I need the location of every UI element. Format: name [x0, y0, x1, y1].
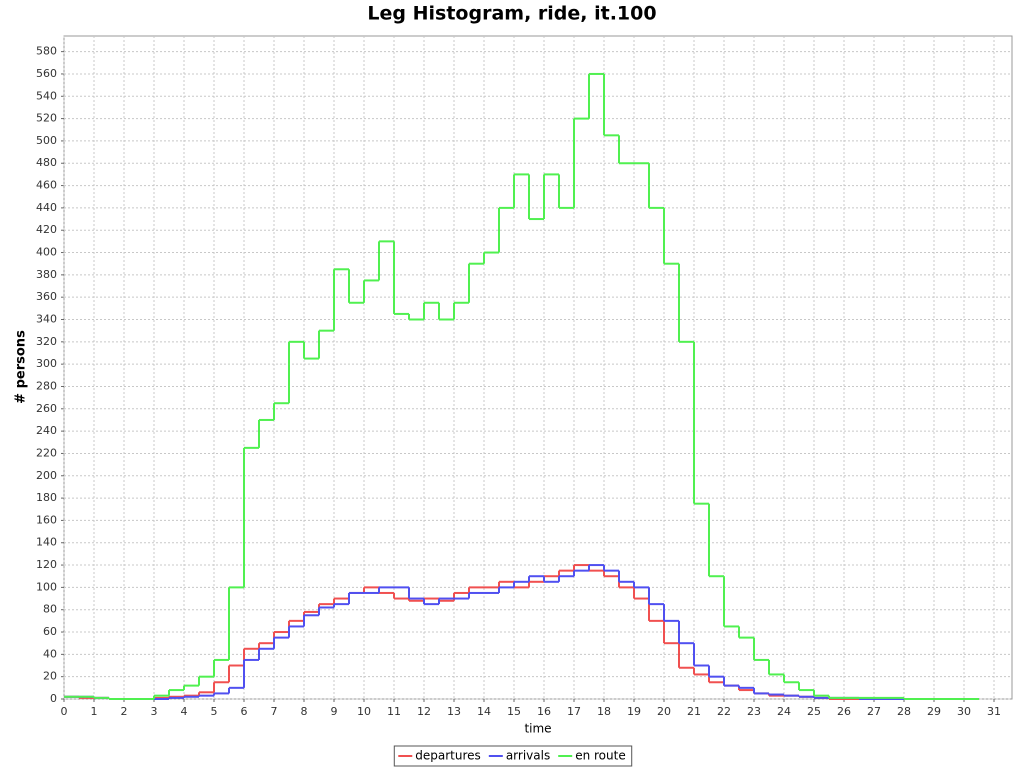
y-tick-label: 320	[36, 335, 57, 348]
x-tick-label: 20	[657, 705, 671, 718]
chart-title: Leg Histogram, ride, it.100	[367, 3, 656, 25]
x-tick-label: 24	[777, 705, 791, 718]
y-tick-label: 460	[36, 179, 57, 192]
x-tick-label: 11	[387, 705, 401, 718]
y-tick-label: 300	[36, 357, 57, 370]
legend-box	[393, 745, 633, 767]
x-tick-label: 0	[61, 705, 68, 718]
x-tick-label: 10	[357, 705, 371, 718]
y-tick-label: 200	[36, 469, 57, 482]
y-tick-label: 280	[36, 379, 57, 392]
x-tick-label: 3	[151, 705, 158, 718]
y-tick-label: 500	[36, 134, 57, 147]
x-tick-label: 17	[567, 705, 581, 718]
series-line	[64, 564, 979, 700]
y-tick-label: 560	[36, 67, 57, 80]
y-tick-label: 40	[43, 647, 57, 660]
x-tick-label: 23	[747, 705, 761, 718]
x-tick-label: 14	[477, 705, 491, 718]
y-tick-label: 80	[43, 603, 57, 616]
x-tick-label: 7	[271, 705, 278, 718]
y-tick-label: 580	[36, 45, 57, 58]
y-tick-label: 260	[36, 402, 57, 415]
x-tick-label: 18	[597, 705, 611, 718]
x-tick-label: 28	[897, 705, 911, 718]
x-tick-label: 31	[987, 705, 1001, 718]
x-tick-label: 6	[241, 705, 248, 718]
x-tick-label: 12	[417, 705, 431, 718]
y-tick-label: 420	[36, 223, 57, 236]
x-tick-label: 1	[91, 705, 98, 718]
x-tick-label: 29	[927, 705, 941, 718]
x-tick-label: 15	[507, 705, 521, 718]
y-tick-label: 120	[36, 558, 57, 571]
y-tick-label: 540	[36, 89, 57, 102]
legend: departures arrivals en route	[393, 745, 633, 767]
y-axis-label: # persons	[14, 330, 29, 404]
y-tick-label: 400	[36, 246, 57, 259]
y-tick-label: 60	[43, 625, 57, 638]
x-tick-label: 21	[687, 705, 701, 718]
y-tick-label: 520	[36, 112, 57, 125]
y-tick-label: 0	[50, 692, 57, 705]
y-tick-label: 220	[36, 446, 57, 459]
y-tick-label: 140	[36, 536, 57, 549]
y-tick-label: 160	[36, 513, 57, 526]
x-tick-label: 4	[181, 705, 188, 718]
x-tick-label: 5	[211, 705, 218, 718]
x-tick-label: 19	[627, 705, 641, 718]
series-line	[64, 72, 979, 700]
y-tick-label: 380	[36, 268, 57, 281]
x-tick-label: 16	[537, 705, 551, 718]
y-tick-label: 340	[36, 313, 57, 326]
x-tick-label: 30	[957, 705, 971, 718]
y-tick-label: 240	[36, 424, 57, 437]
legend-label: en route	[575, 749, 626, 763]
y-tick-label: 360	[36, 290, 57, 303]
x-tick-label: 13	[447, 705, 461, 718]
plot-area	[63, 35, 1013, 700]
x-tick-label: 9	[331, 705, 338, 718]
y-tick-label: 440	[36, 201, 57, 214]
y-tick-label: 20	[43, 670, 57, 683]
x-tick-label: 26	[837, 705, 851, 718]
y-tick-label: 100	[36, 580, 57, 593]
x-tick-label: 22	[717, 705, 731, 718]
x-axis-label: time	[524, 722, 551, 736]
legend-label: departures	[415, 749, 481, 763]
x-tick-label: 25	[807, 705, 821, 718]
x-tick-label: 2	[121, 705, 128, 718]
legend-label: arrivals	[506, 749, 550, 763]
x-tick-label: 27	[867, 705, 881, 718]
y-tick-label: 180	[36, 491, 57, 504]
x-tick-label: 8	[301, 705, 308, 718]
y-tick-label: 480	[36, 156, 57, 169]
